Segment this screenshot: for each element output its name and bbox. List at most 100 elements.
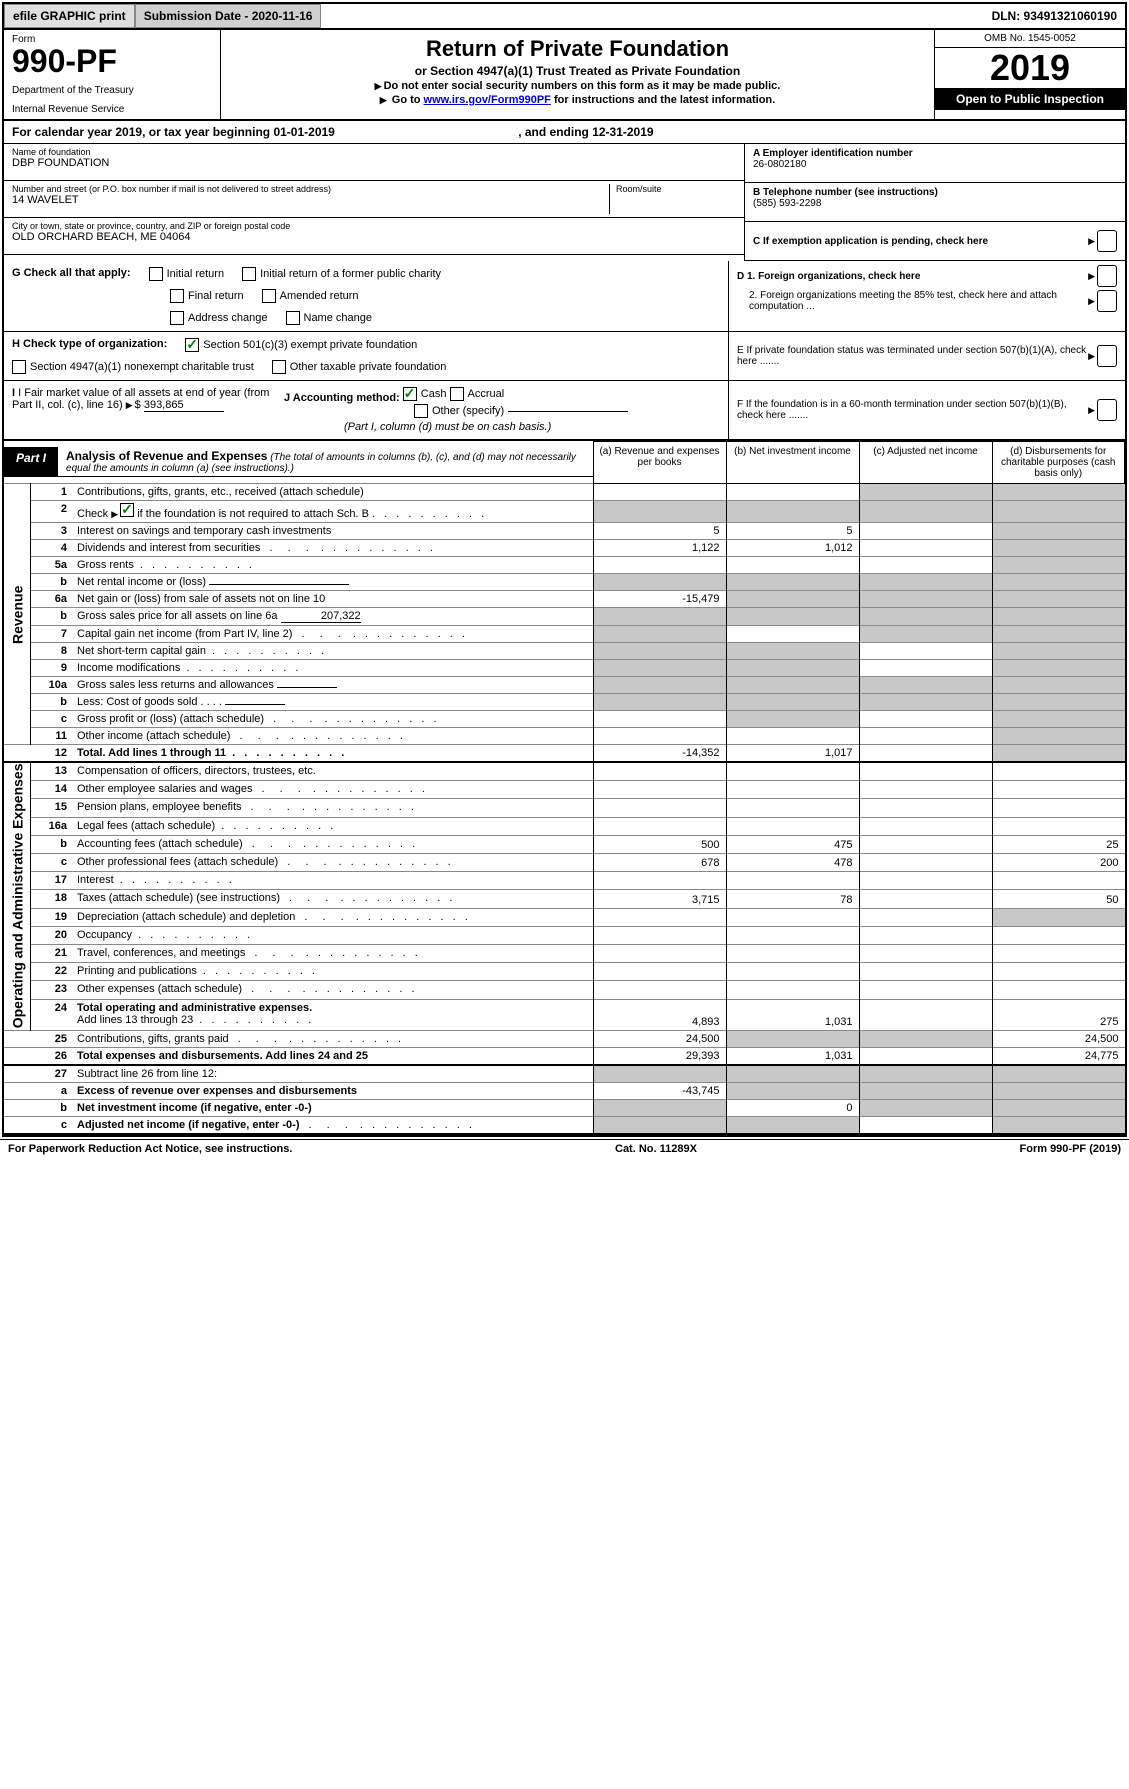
d2-label: 2. Foreign organizations meeting the 85%… (737, 290, 1088, 312)
line-label: Gross rents (73, 557, 593, 574)
phone-label: B Telephone number (see instructions) (753, 187, 1117, 198)
checkbox-other[interactable] (414, 404, 428, 418)
line-num: 11 (31, 728, 74, 745)
section-i: I I Fair market value of all assets at e… (12, 387, 272, 433)
line-label: Excess of revenue over expenses and disb… (73, 1082, 593, 1099)
addr-label: Number and street (or P.O. box number if… (12, 184, 609, 194)
dept-irs: Internal Revenue Service (12, 104, 212, 115)
line-num: 17 (31, 872, 74, 890)
col-a-head: (a) Revenue and expenses per books (593, 442, 726, 484)
checkbox-initial-former[interactable] (242, 267, 256, 281)
line-num: 20 (31, 926, 74, 944)
line-label: Contributions, gifts, grants, etc., rece… (73, 484, 593, 501)
line-num: 7 (31, 626, 74, 643)
line-num: 8 (31, 643, 74, 660)
g-final: Final return (188, 290, 244, 302)
line-num: 6a (31, 591, 74, 608)
arrow-icon (1088, 351, 1097, 362)
line-num: 25 (31, 1030, 74, 1047)
line-label: Taxes (attach schedule) (see instruction… (73, 890, 593, 908)
cell-val: 5 (726, 523, 859, 540)
arrow-icon (1088, 236, 1097, 247)
col-d-head: (d) Disbursements for charitable purpose… (992, 442, 1125, 484)
j-note: (Part I, column (d) must be on cash basi… (344, 421, 551, 433)
e-checkbox[interactable] (1097, 345, 1117, 367)
form-container: efile GRAPHIC print Submission Date - 20… (2, 2, 1127, 1137)
exemption-checkbox[interactable] (1097, 230, 1117, 252)
h-label: H Check type of organization: (12, 338, 167, 352)
f-checkbox[interactable] (1097, 399, 1117, 421)
irs-link[interactable]: www.irs.gov/Form990PF (424, 94, 551, 106)
line-num: 10a (31, 677, 74, 694)
form-subtitle: or Section 4947(a)(1) Trust Treated as P… (233, 64, 922, 78)
j-cash: Cash (421, 388, 447, 400)
checkbox-initial[interactable] (149, 267, 163, 281)
checkbox-final[interactable] (170, 289, 184, 303)
cell-val: 678 (593, 854, 726, 872)
cell-val: 200 (992, 854, 1125, 872)
d2-checkbox[interactable] (1097, 290, 1117, 312)
checkbox-501c3[interactable] (185, 338, 199, 352)
line-label: Other professional fees (attach schedule… (73, 854, 593, 872)
cell-val: 24,775 (992, 1047, 1125, 1065)
ein-label: A Employer identification number (753, 148, 1117, 159)
city-label: City or town, state or province, country… (12, 221, 736, 231)
line-num: 2 (31, 501, 74, 523)
line-label: Total. Add lines 1 through 11 (73, 745, 593, 763)
line-label: Travel, conferences, and meetings . . . (73, 945, 593, 963)
line-num: 12 (31, 745, 74, 763)
checkbox-4947[interactable] (12, 360, 26, 374)
line-label: Total operating and administrative expen… (73, 999, 593, 1030)
checkbox-accrual[interactable] (450, 387, 464, 401)
cell-val: 1,017 (726, 745, 859, 763)
room-label: Room/suite (616, 184, 736, 194)
checkbox-other-tax[interactable] (272, 360, 286, 374)
cell-val: -15,479 (593, 591, 726, 608)
cell-val: 478 (726, 854, 859, 872)
line-num: c (31, 711, 74, 728)
line-num: b (31, 608, 74, 626)
section-g-d: G Check all that apply: Initial return I… (4, 261, 1125, 332)
d1-checkbox[interactable] (1097, 265, 1117, 287)
checkbox-addr-change[interactable] (170, 311, 184, 325)
section-h-e: H Check type of organization: Section 50… (4, 332, 1125, 381)
cell-val: 3,715 (593, 890, 726, 908)
name-label: Name of foundation (12, 147, 736, 157)
g-initial: Initial return (167, 268, 224, 280)
cell-val: 50 (992, 890, 1125, 908)
line-num: 3 (31, 523, 74, 540)
cell-val: 24,500 (593, 1030, 726, 1047)
line-label: Dividends and interest from securities .… (73, 540, 593, 557)
j-accrual: Accrual (468, 388, 505, 400)
cell-val: 25 (992, 835, 1125, 853)
open-public-badge: Open to Public Inspection (935, 88, 1125, 110)
footer-right: Form 990-PF (2019) (1020, 1143, 1122, 1155)
line-num: 23 (31, 981, 74, 999)
g-name-change: Name change (304, 312, 373, 324)
efile-button[interactable]: efile GRAPHIC print (4, 4, 135, 28)
dln-label: DLN: 93491321060190 (984, 5, 1125, 27)
line-num: 18 (31, 890, 74, 908)
entity-left: Name of foundation DBP FOUNDATION Number… (4, 144, 744, 261)
j-other: Other (specify) (432, 405, 504, 417)
calendar-year-row: For calendar year 2019, or tax year begi… (4, 121, 1125, 144)
checkbox-amended[interactable] (262, 289, 276, 303)
r2-pre: Check (77, 508, 111, 520)
checkbox-sch-b[interactable] (120, 503, 134, 517)
form-note-2: Go to www.irs.gov/Form990PF for instruct… (233, 94, 922, 106)
line-num: 1 (31, 484, 74, 501)
part1-title: Analysis of Revenue and Expenses (66, 449, 267, 463)
line-num: 26 (31, 1047, 74, 1065)
j-label: J Accounting method: (284, 392, 400, 404)
cell-val: 1,122 (593, 540, 726, 557)
line-num: b (31, 835, 74, 853)
line-num: b (31, 1099, 74, 1116)
cal-end: 12-31-2019 (592, 125, 653, 139)
phone-row: B Telephone number (see instructions) (5… (745, 183, 1125, 222)
arrow-icon (380, 94, 389, 106)
checkbox-name-change[interactable] (286, 311, 300, 325)
line-label: Interest (73, 872, 593, 890)
line-label: Less: Cost of goods sold . . . . (73, 694, 593, 711)
cell-val: 1,031 (726, 999, 859, 1030)
checkbox-cash[interactable] (403, 387, 417, 401)
